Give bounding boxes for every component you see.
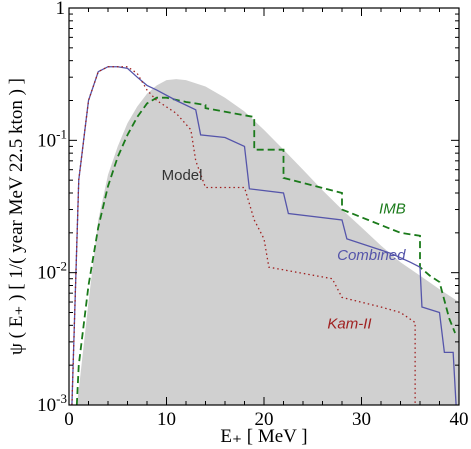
x-tick-label: 20 [255,409,274,430]
annotation-combined: Combined [337,247,406,264]
y-tick-label: 10-2 [37,259,67,284]
series-model-area [76,79,460,405]
x-axis-label: E₊ [ MeV ] [220,426,307,447]
y-tick-label: 10-1 [37,126,67,151]
series-imb-line [75,96,456,406]
series-kam-ii-line [71,66,416,406]
annotation-kam-ii: Kam-II [327,315,371,332]
annotation-model: Model [162,167,203,184]
ticks: 0 10 20 30 40 10-3 10-2 10-1 1 [37,0,468,430]
x-tick-label: 0 [64,409,74,430]
x-tick-label: 40 [450,409,469,430]
x-tick-label: 10 [157,409,176,430]
y-tick-label: 1 [56,0,66,19]
y-tick-label: 10-3 [37,391,67,416]
series-layer [71,66,460,406]
x-tick-label: 30 [352,409,371,430]
annotation-imb: IMB [379,200,406,217]
annotations: Model IMB Combined Kam-II [162,167,407,332]
y-axis-label: ψ ( E₊ ) [ 1/( year MeV 22.5 kton ) ] [6,78,27,355]
